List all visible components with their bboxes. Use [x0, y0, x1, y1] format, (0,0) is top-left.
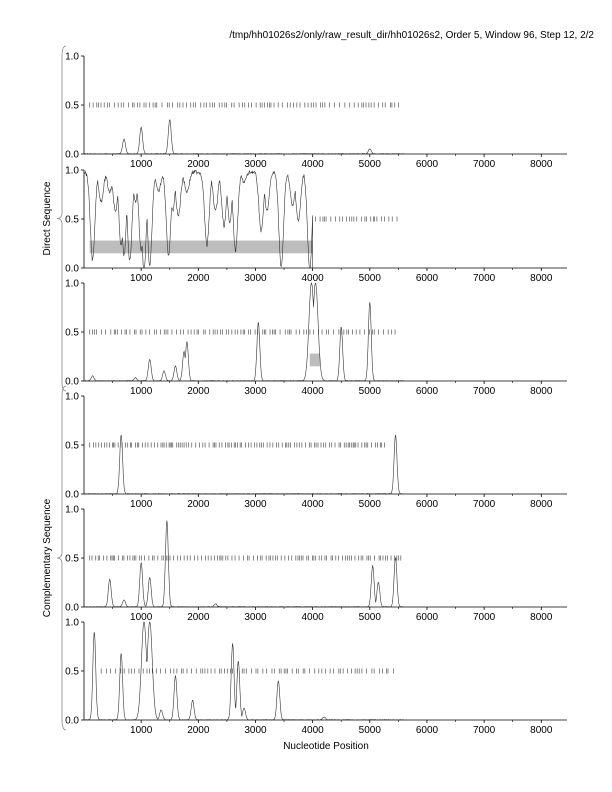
- x-tick-label: 4000: [302, 725, 325, 736]
- x-tick-label: 7000: [473, 273, 496, 284]
- x-tick-label: 3000: [244, 612, 267, 623]
- x-tick-label: 5000: [359, 499, 382, 510]
- series-line: [83, 434, 405, 495]
- group-label: Direct Sequence: [42, 181, 53, 255]
- x-tick-label: 8000: [530, 273, 553, 284]
- panel-3: 0.0 0.5 1.0 1000 2000 3000 4000 5000 6000 7000 800…: [65, 279, 567, 397]
- x-tick-label: 4000: [302, 273, 325, 284]
- x-tick-label: 5000: [359, 612, 382, 623]
- x-tick-label: 2000: [187, 612, 210, 623]
- x-tick-label: 7000: [473, 612, 496, 623]
- y-tick-label: 0.0: [65, 490, 79, 501]
- y-tick-label: 0.0: [65, 264, 79, 275]
- x-tick-label: 1000: [130, 159, 153, 170]
- x-tick-label: 8000: [530, 499, 553, 510]
- x-tick-label: 2000: [187, 159, 210, 170]
- x-tick-label: 5000: [359, 273, 382, 284]
- y-tick-label: 0.5: [65, 328, 79, 339]
- x-tick-label: 6000: [416, 725, 439, 736]
- panel-4: 0.0 0.5 1.0 1000 2000 3000 4000 5000 6000 7000 800…: [65, 392, 567, 510]
- header-title: /tmp/hh01026s2/only/raw_result_dir/hh010…: [229, 30, 594, 41]
- series-line: [83, 282, 405, 382]
- x-tick-label: 3000: [244, 159, 267, 170]
- x-tick-label: 6000: [416, 499, 439, 510]
- panel-2: 0.0 0.5 1.0 1000 2000 3000 4000 5000 6000 7000 800…: [65, 166, 567, 284]
- y-tick-label: 0.5: [65, 554, 79, 565]
- x-tick-label: 6000: [416, 273, 439, 284]
- y-tick-label: 0.5: [65, 667, 79, 678]
- x-tick-label: 1000: [130, 612, 153, 623]
- x-tick-label: 7000: [473, 725, 496, 736]
- x-tick-label: 7000: [473, 499, 496, 510]
- series-line: [83, 520, 405, 608]
- y-tick-label: 0.0: [65, 716, 79, 727]
- y-tick-label: 0.5: [65, 101, 79, 112]
- y-tick-label: 1.0: [65, 505, 79, 516]
- y-tick-label: 0.5: [65, 215, 79, 226]
- y-tick-label: 0.5: [65, 441, 79, 452]
- x-tick-label: 8000: [530, 725, 553, 736]
- x-tick-label: 3000: [244, 725, 267, 736]
- x-tick-label: 7000: [473, 386, 496, 397]
- x-tick-label: 1000: [130, 725, 153, 736]
- gray-region: [309, 353, 321, 367]
- y-tick-label: 1.0: [65, 392, 79, 403]
- x-tick-label: 6000: [416, 386, 439, 397]
- x-tick-label: 6000: [416, 612, 439, 623]
- series-line: [83, 169, 313, 269]
- x-tick-label: 4000: [302, 386, 325, 397]
- x-tick-label: 1000: [130, 499, 153, 510]
- y-tick-label: 0.0: [65, 150, 79, 161]
- x-tick-label: 1000: [130, 273, 153, 284]
- x-tick-label: 2000: [187, 273, 210, 284]
- y-tick-label: 1.0: [65, 166, 79, 177]
- x-axis-label: Nucleotide Position: [283, 741, 369, 752]
- x-tick-label: 8000: [530, 612, 553, 623]
- x-tick-label: 5000: [359, 725, 382, 736]
- y-tick-label: 1.0: [65, 52, 79, 63]
- x-tick-label: 1000: [130, 386, 153, 397]
- x-tick-label: 8000: [530, 159, 553, 170]
- series-line: [83, 119, 405, 155]
- y-tick-label: 0.0: [65, 603, 79, 614]
- x-tick-label: 2000: [187, 725, 210, 736]
- x-tick-label: 4000: [302, 612, 325, 623]
- x-tick-label: 2000: [187, 499, 210, 510]
- x-tick-label: 8000: [530, 386, 553, 397]
- series-line: [83, 621, 405, 721]
- x-tick-label: 2000: [187, 386, 210, 397]
- panel-1: 0.0 0.5 1.0 1000 2000 3000 4000 5000 6000 7000 800…: [65, 52, 567, 170]
- x-tick-label: 4000: [302, 499, 325, 510]
- group-label: Complementary Sequence: [42, 498, 53, 617]
- x-tick-label: 5000: [359, 159, 382, 170]
- x-tick-label: 3000: [244, 386, 267, 397]
- x-tick-label: 7000: [473, 159, 496, 170]
- y-tick-label: 1.0: [65, 279, 79, 290]
- x-tick-label: 4000: [302, 159, 325, 170]
- panel-5: 0.0 0.5 1.0 1000 2000 3000 4000 5000 6000 7000 800…: [65, 505, 567, 623]
- group-brace: [56, 385, 67, 731]
- x-tick-label: 3000: [244, 499, 267, 510]
- x-tick-label: 5000: [359, 386, 382, 397]
- x-tick-label: 6000: [416, 159, 439, 170]
- panel-6: 0.0 0.5 1.0 1000 2000 3000 4000 5000 6000 7000 800…: [65, 618, 567, 736]
- y-tick-label: 0.0: [65, 377, 79, 388]
- y-tick-label: 1.0: [65, 618, 79, 629]
- group-brace: [56, 45, 67, 392]
- x-tick-label: 3000: [244, 273, 267, 284]
